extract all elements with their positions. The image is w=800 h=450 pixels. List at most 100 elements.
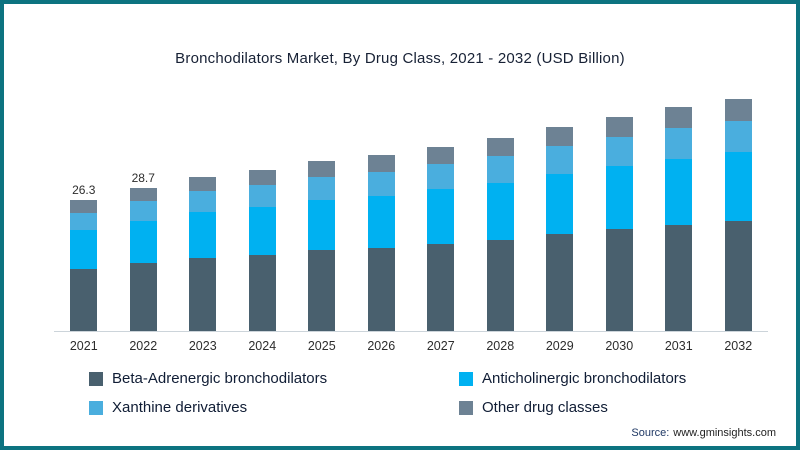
bar-segment <box>248 254 276 331</box>
stacked-bar <box>129 187 157 331</box>
bar-column <box>530 110 590 331</box>
x-axis-label: 2023 <box>188 339 217 353</box>
bar-segment <box>546 126 574 146</box>
bar-segment <box>367 247 395 331</box>
bar-column: 28.7 <box>114 170 174 331</box>
stacked-bar <box>367 155 395 331</box>
x-axis-label: 2024 <box>248 339 277 353</box>
bar-segment <box>546 234 574 331</box>
x-axis-label: 2030 <box>605 339 634 353</box>
x-axis-label: 2028 <box>486 339 515 353</box>
x-axis-label: 2022 <box>129 339 158 353</box>
bar-column <box>709 82 769 331</box>
bar-segment <box>427 243 455 331</box>
stacked-bar <box>189 176 217 331</box>
x-axis-label: 2026 <box>367 339 396 353</box>
bar-column <box>352 138 412 331</box>
bar-column <box>173 160 233 331</box>
bar-segment <box>546 173 574 234</box>
legend-label: Xanthine derivatives <box>112 399 248 416</box>
bar-segment <box>486 239 514 331</box>
x-axis: 2021 2022 2023 2024 2025 2026 2027 2028 2029 2030… <box>54 339 768 353</box>
source-link[interactable]: www.gminsights.com <box>673 427 776 439</box>
stacked-bar <box>308 161 336 331</box>
bar-segment <box>367 195 395 248</box>
bar-segment <box>70 268 98 331</box>
legend-item: Xanthine derivatives <box>89 399 459 416</box>
bar-segment <box>665 224 693 331</box>
bar-column <box>649 90 709 331</box>
legend-swatch-icon <box>89 371 103 386</box>
bar-segment <box>724 98 752 121</box>
legend-item: Anticholinergic bronchodilators <box>459 370 766 387</box>
plot-area: 26.3 28.7 <box>54 79 768 332</box>
bar-segment <box>367 171 395 196</box>
x-axis-label: 2032 <box>724 339 753 353</box>
bar-segment <box>248 185 276 207</box>
bar-segment <box>129 201 157 221</box>
bar-segment <box>70 212 98 230</box>
x-axis-label: 2021 <box>69 339 98 353</box>
bar-segment <box>308 177 336 200</box>
stacked-bar <box>70 199 98 331</box>
stacked-bar <box>546 126 574 331</box>
bar-segment <box>248 170 276 185</box>
bar-segment <box>189 257 217 331</box>
legend-swatch-icon <box>459 371 473 386</box>
stacked-bar <box>427 147 455 331</box>
x-axis-label: 2025 <box>307 339 336 353</box>
bar-segment <box>724 220 752 331</box>
bar-segment <box>665 158 693 225</box>
bar-value-label: 28.7 <box>131 170 155 185</box>
stacked-bar <box>605 116 633 331</box>
bar-column <box>590 100 650 331</box>
source-label: Source: <box>631 427 670 439</box>
bar-segment <box>189 191 217 212</box>
legend-label: Beta-Adrenergic bronchodilators <box>112 370 328 387</box>
stacked-bar <box>486 138 514 331</box>
bar-segment <box>248 207 276 255</box>
x-axis-label: 2027 <box>426 339 455 353</box>
source-note: Source: www.gminsights.com <box>631 427 776 439</box>
bar-segment <box>70 199 98 213</box>
bar-column <box>411 130 471 331</box>
bar-segment <box>724 120 752 152</box>
bar-column <box>292 144 352 331</box>
bar-segment <box>605 136 633 166</box>
bar-segment <box>189 176 217 191</box>
bar-segment <box>427 147 455 164</box>
legend-label: Anticholinergic bronchodilators <box>482 370 687 387</box>
bar-column <box>233 153 293 331</box>
bar-segment <box>665 128 693 159</box>
bar-segment <box>486 182 514 240</box>
legend-item: Beta-Adrenergic bronchodilators <box>89 370 459 387</box>
legend-swatch-icon <box>459 400 473 415</box>
stacked-bar <box>665 106 693 331</box>
chart-title: Bronchodilators Market, By Drug Class, 2… <box>175 50 625 67</box>
bar-segment <box>308 250 336 331</box>
bar-segment <box>427 189 455 244</box>
legend-swatch-icon <box>89 400 103 415</box>
bar-segment <box>724 152 752 221</box>
bar-segment <box>308 200 336 250</box>
x-axis-label: 2029 <box>545 339 574 353</box>
bar-segment <box>70 230 98 269</box>
bar-segment <box>486 156 514 183</box>
bar-segment <box>605 165 633 229</box>
stacked-bar <box>248 170 276 331</box>
bar-segment <box>546 146 574 174</box>
bar-segment <box>129 220 157 263</box>
bar-segment <box>189 212 217 258</box>
bar-value-label: 26.3 <box>72 182 96 197</box>
bar-segment <box>427 164 455 189</box>
bar-segment <box>605 229 633 331</box>
bar-segment <box>367 155 395 172</box>
bar-column: 26.3 <box>54 182 114 331</box>
x-axis-label: 2031 <box>664 339 693 353</box>
bar-segment <box>308 161 336 177</box>
bar-segment <box>605 116 633 137</box>
bar-segment <box>129 263 157 331</box>
bar-segment <box>486 138 514 156</box>
bar-column <box>471 121 531 331</box>
